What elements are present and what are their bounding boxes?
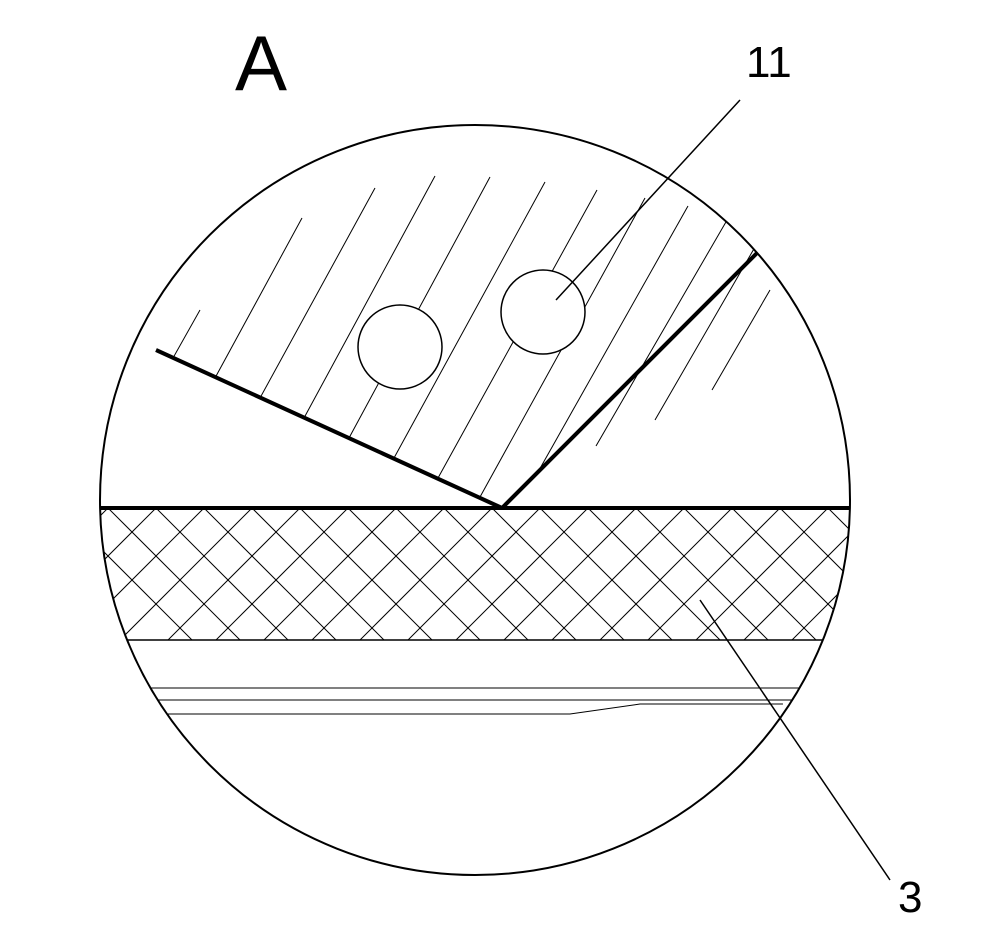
label-11: 11 xyxy=(746,38,792,87)
leader-line-3 xyxy=(700,600,890,880)
wedge-hatch xyxy=(173,176,770,497)
detail-view-circle xyxy=(100,125,850,875)
diagram-svg: A 11 3 xyxy=(0,0,1000,934)
label-3: 3 xyxy=(898,873,922,922)
thin-lines-band xyxy=(151,688,800,714)
wedge-edge-left xyxy=(156,350,502,508)
label-a: A xyxy=(235,19,287,107)
small-circle-left xyxy=(358,305,442,389)
leader-line-11 xyxy=(556,100,740,300)
